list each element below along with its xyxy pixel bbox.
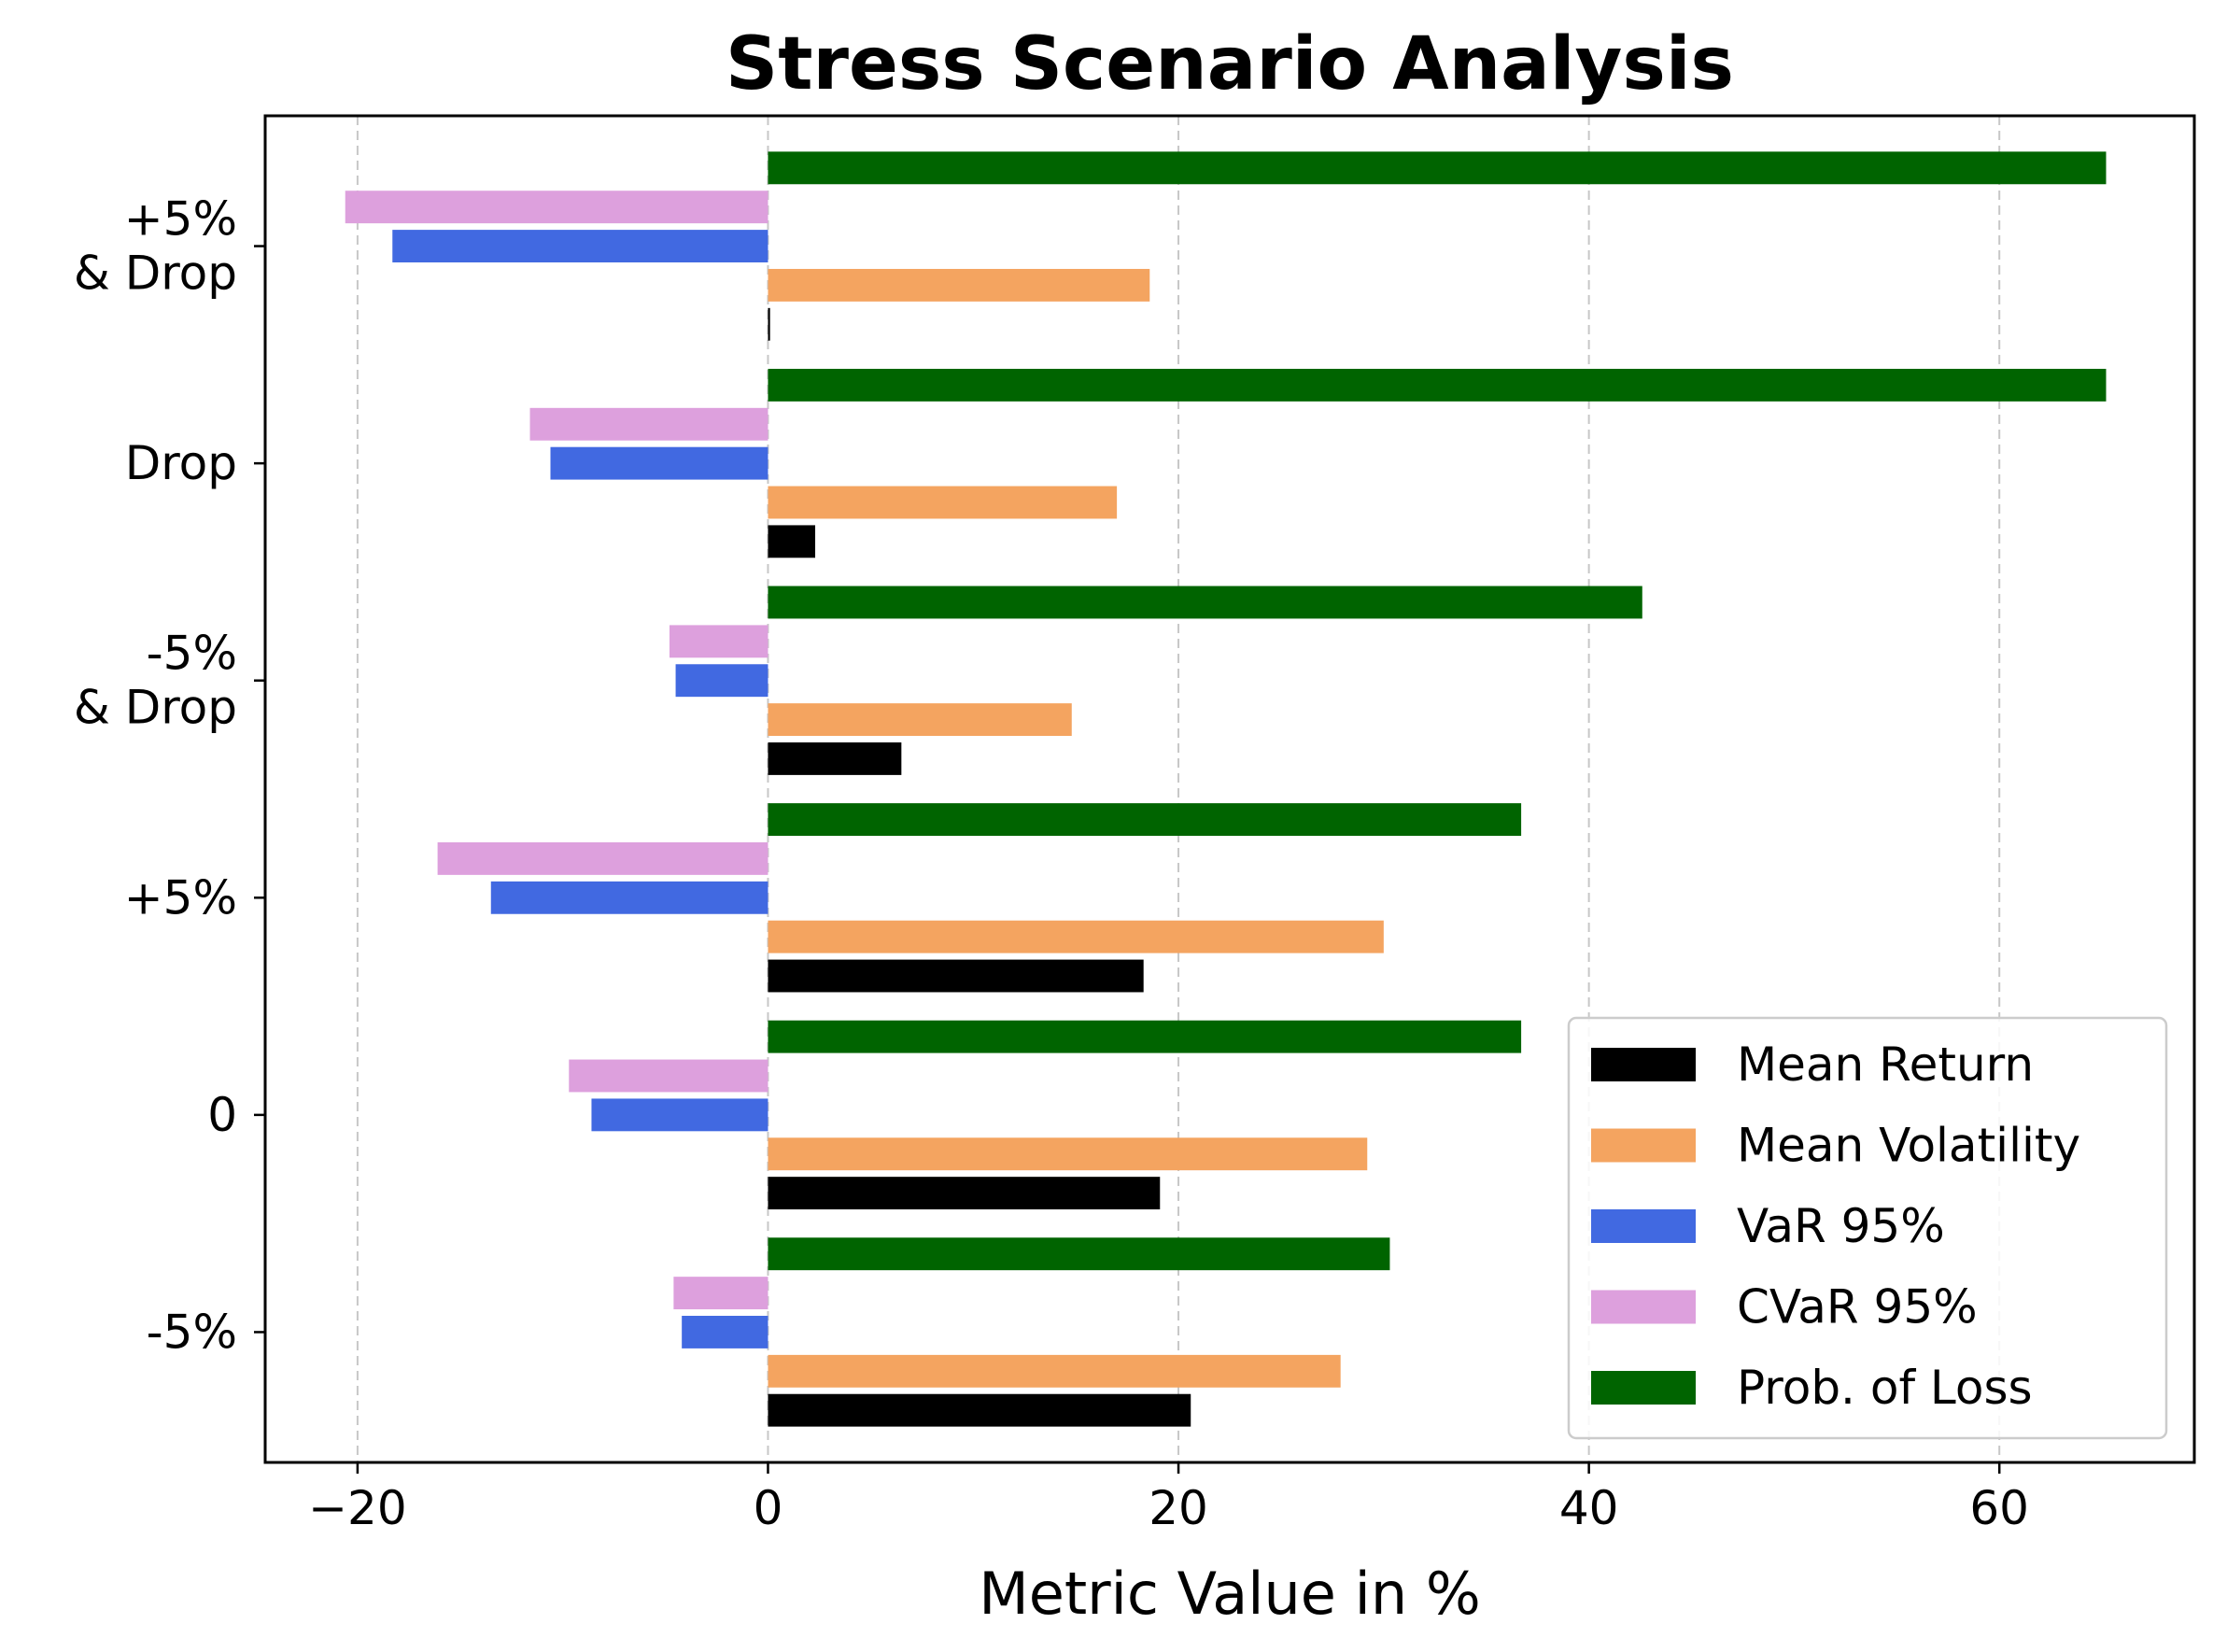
bar <box>768 1237 1390 1271</box>
x-tick-label: 20 <box>1149 1481 1208 1535</box>
y-tick-label: -5% <box>147 1305 237 1359</box>
legend-label: CVaR 95% <box>1737 1280 1978 1334</box>
x-axis-label: Metric Value in % <box>979 1560 1481 1628</box>
bar <box>768 803 1522 837</box>
bar <box>768 307 770 341</box>
bar <box>768 1354 1341 1388</box>
chart-title: Stress Scenario Analysis <box>726 22 1734 106</box>
y-tick-label: +5% <box>124 870 237 925</box>
bar <box>768 268 1150 302</box>
x-tick-label: −20 <box>308 1481 407 1535</box>
bar <box>768 959 1144 993</box>
legend-swatch <box>1591 1371 1696 1405</box>
bar <box>682 1316 768 1348</box>
bar <box>768 1393 1191 1427</box>
legend-swatch <box>1591 1128 1696 1163</box>
y-tick-label: 0 <box>207 1088 237 1142</box>
bar <box>392 230 768 262</box>
legend-frame <box>1567 1016 2168 1440</box>
bar <box>490 881 768 914</box>
plot-frame <box>263 114 2196 1464</box>
bar <box>673 1277 768 1310</box>
bars <box>345 151 2107 1427</box>
bar <box>675 664 768 698</box>
bar <box>768 741 902 775</box>
bar <box>345 191 768 224</box>
y-tick-label: Drop <box>125 436 237 490</box>
y-tick-label: -5% & Drop <box>74 627 237 735</box>
bar <box>768 703 1072 737</box>
series-mean-volatility <box>768 268 1384 1388</box>
bar <box>550 446 768 480</box>
legend-label: VaR 95% <box>1737 1199 1945 1253</box>
legend-label: Mean Volatility <box>1737 1119 2080 1173</box>
bar <box>768 151 2107 185</box>
legend-swatch <box>1591 1209 1696 1243</box>
bar <box>768 586 1642 619</box>
bar <box>669 625 768 658</box>
series-mean-return <box>768 307 1191 1427</box>
bar <box>768 1137 1368 1171</box>
series-cvar-95 <box>345 191 768 1310</box>
bar <box>591 1098 768 1132</box>
bar <box>529 407 768 441</box>
y-tick-label: +5% & Drop <box>74 192 237 301</box>
series-var-95 <box>392 230 768 1348</box>
x-tick-label: 40 <box>1559 1481 1619 1535</box>
bar <box>569 1059 768 1093</box>
legend-label: Prob. of Loss <box>1737 1361 2033 1415</box>
bar <box>768 368 2107 402</box>
bar <box>768 525 816 558</box>
legend-swatch <box>1591 1290 1696 1324</box>
y-axis: -5% 0 +5% -5% & Drop Drop +5% & Drop <box>74 192 265 1359</box>
x-axis: −20 0 20 40 60 <box>308 1462 2029 1535</box>
bar <box>768 1020 1522 1053</box>
legend-label: Mean Return <box>1737 1038 2034 1092</box>
bar <box>768 1177 1161 1210</box>
bar <box>768 486 1118 519</box>
x-tick-label: 0 <box>754 1481 783 1535</box>
legend: Mean Return Mean Volatility VaR 95% CVaR 95… <box>1567 1016 2168 1440</box>
x-tick-label: 60 <box>1969 1481 2029 1535</box>
series-prob-of-loss <box>768 151 2107 1271</box>
bar <box>437 841 768 875</box>
bar <box>768 920 1384 953</box>
legend-swatch <box>1591 1048 1696 1081</box>
